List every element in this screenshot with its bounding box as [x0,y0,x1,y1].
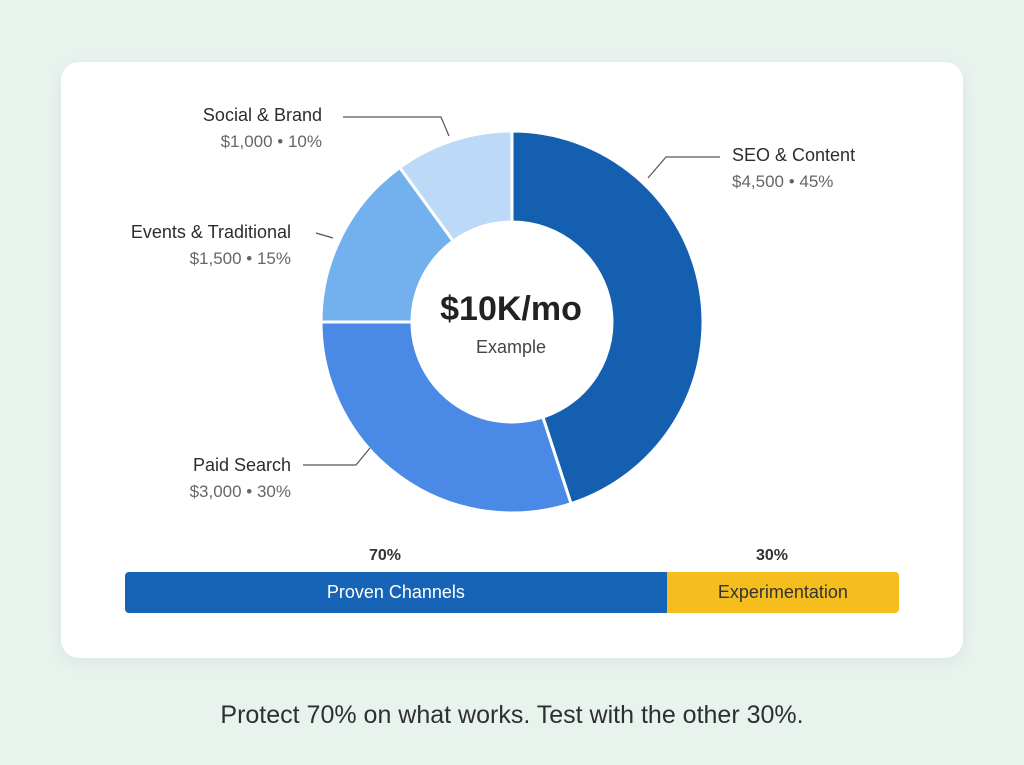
donut-center-subtitle: Example [475,337,547,357]
footer-caption: Protect 70% on what works. Test with the… [220,701,804,729]
slice-name: Events & Traditional [130,222,291,242]
slice-value: $3,000 • 30% [189,482,291,501]
slice-label-seo: SEO & Content $4,500 • 45% [732,145,855,192]
allocation-bar: Proven Channels Experimentation [125,572,899,613]
leader-line [315,232,334,239]
proven-channels-segment: Proven Channels [125,572,667,613]
slice-label-paid-search: Paid Search $3,000 • 30% [190,455,291,502]
slice-social-brand [397,129,514,244]
donut-center-title: $10K/mo [440,290,582,328]
slice-label-social: Social & Brand $1,000 • 10% [203,105,322,152]
slice-label-events: Events & Traditional $1,500 • 15% [131,222,291,269]
slice-seo-content [510,129,705,506]
leader-line [303,447,371,466]
experimentation-segment: Experimentation [666,572,899,613]
leader-line [647,156,720,179]
slice-value: $4,500 • 45% [732,172,834,191]
slice-name: Paid Search [192,455,291,475]
slice-value: $1,500 • 15% [189,249,291,268]
experimentation-percent-label: 30% [756,547,789,564]
slice-paid-search [319,320,573,515]
slice-name: SEO & Content [732,145,856,165]
slice-value: $1,000 • 10% [220,132,322,151]
leader-line [343,116,450,137]
slice-name: Social & Brand [202,105,322,125]
proven-percent-label: 70% [369,547,402,564]
